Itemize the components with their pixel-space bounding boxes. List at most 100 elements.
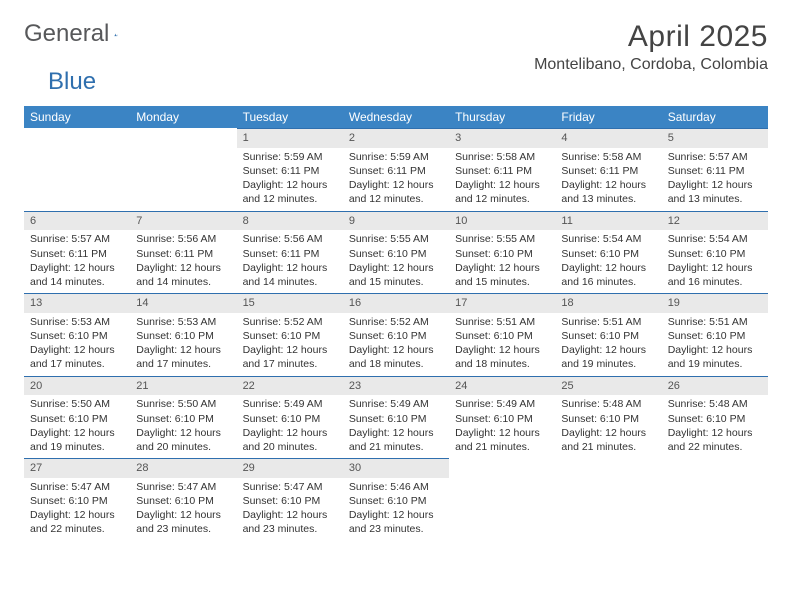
daylight-text: Daylight: 12 hours xyxy=(243,178,337,192)
sunrise-text: Sunrise: 5:53 AM xyxy=(136,315,230,329)
daylight-text: and 16 minutes. xyxy=(561,275,655,289)
day-number: 14 xyxy=(130,294,236,313)
day-details: Sunrise: 5:58 AMSunset: 6:11 PMDaylight:… xyxy=(449,148,555,211)
day-number: 5 xyxy=(662,129,768,148)
sunset-text: Sunset: 6:10 PM xyxy=(668,412,762,426)
sunrise-text: Sunrise: 5:57 AM xyxy=(30,232,124,246)
daylight-text: Daylight: 12 hours xyxy=(243,343,337,357)
calendar-cell: 19Sunrise: 5:51 AMSunset: 6:10 PMDayligh… xyxy=(662,293,768,376)
weekday-header: Monday xyxy=(130,106,236,128)
day-number: 13 xyxy=(24,294,130,313)
daylight-text: Daylight: 12 hours xyxy=(349,343,443,357)
calendar-table: SundayMondayTuesdayWednesdayThursdayFrid… xyxy=(24,106,768,541)
calendar-cell: 2Sunrise: 5:59 AMSunset: 6:11 PMDaylight… xyxy=(343,128,449,211)
day-number: 30 xyxy=(343,459,449,478)
daylight-text: Daylight: 12 hours xyxy=(668,343,762,357)
daylight-text: and 16 minutes. xyxy=(668,275,762,289)
daylight-text: Daylight: 12 hours xyxy=(349,508,443,522)
calendar-cell: 29Sunrise: 5:47 AMSunset: 6:10 PMDayligh… xyxy=(237,458,343,541)
daylight-text: Daylight: 12 hours xyxy=(455,261,549,275)
day-number: 28 xyxy=(130,459,236,478)
calendar-cell: 26Sunrise: 5:48 AMSunset: 6:10 PMDayligh… xyxy=(662,376,768,459)
sunrise-text: Sunrise: 5:51 AM xyxy=(561,315,655,329)
day-details: Sunrise: 5:56 AMSunset: 6:11 PMDaylight:… xyxy=(237,230,343,293)
calendar-row: 20Sunrise: 5:50 AMSunset: 6:10 PMDayligh… xyxy=(24,376,768,459)
day-details: Sunrise: 5:47 AMSunset: 6:10 PMDaylight:… xyxy=(24,478,130,541)
calendar-cell: 22Sunrise: 5:49 AMSunset: 6:10 PMDayligh… xyxy=(237,376,343,459)
sunset-text: Sunset: 6:10 PM xyxy=(561,412,655,426)
sunset-text: Sunset: 6:10 PM xyxy=(30,494,124,508)
day-number: 9 xyxy=(343,212,449,231)
day-details: Sunrise: 5:49 AMSunset: 6:10 PMDaylight:… xyxy=(343,395,449,458)
sunrise-text: Sunrise: 5:48 AM xyxy=(668,397,762,411)
day-number: 12 xyxy=(662,212,768,231)
day-number: 29 xyxy=(237,459,343,478)
sunset-text: Sunset: 6:11 PM xyxy=(30,247,124,261)
day-details: Sunrise: 5:55 AMSunset: 6:10 PMDaylight:… xyxy=(449,230,555,293)
calendar-cell: 21Sunrise: 5:50 AMSunset: 6:10 PMDayligh… xyxy=(130,376,236,459)
day-details: Sunrise: 5:50 AMSunset: 6:10 PMDaylight:… xyxy=(24,395,130,458)
calendar-cell-empty xyxy=(662,458,768,541)
day-details: Sunrise: 5:58 AMSunset: 6:11 PMDaylight:… xyxy=(555,148,661,211)
calendar-cell: 23Sunrise: 5:49 AMSunset: 6:10 PMDayligh… xyxy=(343,376,449,459)
day-details: Sunrise: 5:52 AMSunset: 6:10 PMDaylight:… xyxy=(343,313,449,376)
calendar-cell: 20Sunrise: 5:50 AMSunset: 6:10 PMDayligh… xyxy=(24,376,130,459)
daylight-text: and 17 minutes. xyxy=(136,357,230,371)
month-title: April 2025 xyxy=(534,20,768,54)
daylight-text: Daylight: 12 hours xyxy=(136,343,230,357)
daylight-text: Daylight: 12 hours xyxy=(455,426,549,440)
daylight-text: and 19 minutes. xyxy=(668,357,762,371)
sunset-text: Sunset: 6:11 PM xyxy=(136,247,230,261)
daylight-text: and 18 minutes. xyxy=(349,357,443,371)
brand-name-part2: Blue xyxy=(48,68,96,96)
sunrise-text: Sunrise: 5:50 AM xyxy=(136,397,230,411)
day-details: Sunrise: 5:53 AMSunset: 6:10 PMDaylight:… xyxy=(130,313,236,376)
day-number: 4 xyxy=(555,129,661,148)
daylight-text: Daylight: 12 hours xyxy=(455,343,549,357)
calendar-cell: 13Sunrise: 5:53 AMSunset: 6:10 PMDayligh… xyxy=(24,293,130,376)
daylight-text: Daylight: 12 hours xyxy=(455,178,549,192)
sunrise-text: Sunrise: 5:54 AM xyxy=(561,232,655,246)
day-details: Sunrise: 5:49 AMSunset: 6:10 PMDaylight:… xyxy=(237,395,343,458)
weekday-header: Saturday xyxy=(662,106,768,128)
daylight-text: and 12 minutes. xyxy=(455,192,549,206)
sunrise-text: Sunrise: 5:55 AM xyxy=(349,232,443,246)
calendar-cell: 30Sunrise: 5:46 AMSunset: 6:10 PMDayligh… xyxy=(343,458,449,541)
day-number: 3 xyxy=(449,129,555,148)
day-details: Sunrise: 5:59 AMSunset: 6:11 PMDaylight:… xyxy=(343,148,449,211)
daylight-text: Daylight: 12 hours xyxy=(136,508,230,522)
daylight-text: and 12 minutes. xyxy=(243,192,337,206)
daylight-text: Daylight: 12 hours xyxy=(668,261,762,275)
day-details: Sunrise: 5:50 AMSunset: 6:10 PMDaylight:… xyxy=(130,395,236,458)
calendar-cell-empty xyxy=(24,128,130,211)
sunset-text: Sunset: 6:10 PM xyxy=(349,329,443,343)
location: Montelibano, Cordoba, Colombia xyxy=(534,56,768,74)
calendar-cell-empty xyxy=(555,458,661,541)
daylight-text: and 17 minutes. xyxy=(243,357,337,371)
sunset-text: Sunset: 6:10 PM xyxy=(243,412,337,426)
sunset-text: Sunset: 6:11 PM xyxy=(243,164,337,178)
calendar-cell: 25Sunrise: 5:48 AMSunset: 6:10 PMDayligh… xyxy=(555,376,661,459)
daylight-text: and 19 minutes. xyxy=(30,440,124,454)
calendar-row: 27Sunrise: 5:47 AMSunset: 6:10 PMDayligh… xyxy=(24,458,768,541)
sunrise-text: Sunrise: 5:56 AM xyxy=(243,232,337,246)
calendar-cell-empty xyxy=(449,458,555,541)
calendar-cell: 14Sunrise: 5:53 AMSunset: 6:10 PMDayligh… xyxy=(130,293,236,376)
calendar-cell: 17Sunrise: 5:51 AMSunset: 6:10 PMDayligh… xyxy=(449,293,555,376)
day-number: 11 xyxy=(555,212,661,231)
day-number: 17 xyxy=(449,294,555,313)
calendar-cell: 5Sunrise: 5:57 AMSunset: 6:11 PMDaylight… xyxy=(662,128,768,211)
daylight-text: Daylight: 12 hours xyxy=(561,178,655,192)
daylight-text: and 14 minutes. xyxy=(136,275,230,289)
daylight-text: Daylight: 12 hours xyxy=(349,178,443,192)
sunset-text: Sunset: 6:10 PM xyxy=(561,329,655,343)
sunset-text: Sunset: 6:10 PM xyxy=(668,247,762,261)
day-details: Sunrise: 5:47 AMSunset: 6:10 PMDaylight:… xyxy=(237,478,343,541)
weekday-header: Wednesday xyxy=(343,106,449,128)
daylight-text: and 14 minutes. xyxy=(30,275,124,289)
sunrise-text: Sunrise: 5:56 AM xyxy=(136,232,230,246)
day-number: 19 xyxy=(662,294,768,313)
day-number: 7 xyxy=(130,212,236,231)
daylight-text: and 18 minutes. xyxy=(455,357,549,371)
day-details: Sunrise: 5:57 AMSunset: 6:11 PMDaylight:… xyxy=(662,148,768,211)
